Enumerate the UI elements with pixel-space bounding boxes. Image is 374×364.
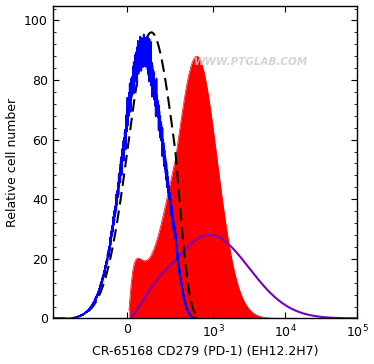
Text: WWW.PTGLAB.COM: WWW.PTGLAB.COM [193, 57, 308, 67]
Y-axis label: Relative cell number: Relative cell number [6, 98, 19, 226]
X-axis label: CR-65168 CD279 (PD-1) (EH12.2H7): CR-65168 CD279 (PD-1) (EH12.2H7) [92, 345, 318, 359]
